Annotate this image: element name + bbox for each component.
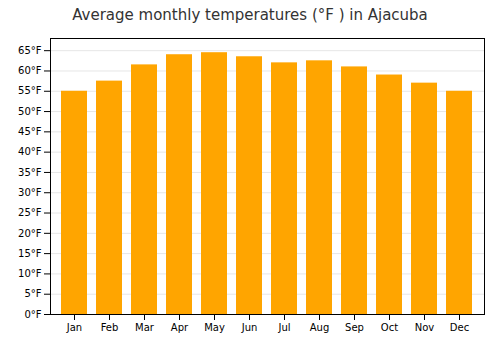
- svg-text:45°F: 45°F: [18, 126, 42, 137]
- svg-text:50°F: 50°F: [18, 106, 42, 117]
- svg-text:65°F: 65°F: [18, 45, 42, 56]
- svg-text:Feb: Feb: [101, 322, 119, 333]
- svg-text:Oct: Oct: [381, 322, 398, 333]
- svg-text:25°F: 25°F: [18, 207, 42, 218]
- svg-text:Jul: Jul: [277, 322, 290, 333]
- svg-text:10°F: 10°F: [18, 268, 42, 279]
- svg-text:15°F: 15°F: [18, 248, 42, 259]
- svg-text:Mar: Mar: [135, 322, 155, 333]
- svg-text:Jan: Jan: [66, 322, 82, 333]
- svg-text:20°F: 20°F: [18, 228, 42, 239]
- svg-text:May: May: [204, 322, 225, 333]
- svg-text:Jun: Jun: [241, 322, 258, 333]
- svg-text:5°F: 5°F: [24, 288, 41, 299]
- svg-text:60°F: 60°F: [18, 65, 42, 76]
- svg-text:Dec: Dec: [450, 322, 469, 333]
- svg-text:Nov: Nov: [415, 322, 435, 333]
- svg-text:Apr: Apr: [171, 322, 189, 333]
- svg-text:35°F: 35°F: [18, 167, 42, 178]
- svg-text:55°F: 55°F: [18, 85, 42, 96]
- svg-text:40°F: 40°F: [18, 146, 42, 157]
- svg-text:30°F: 30°F: [18, 187, 42, 198]
- svg-text:Aug: Aug: [310, 322, 330, 333]
- svg-text:0°F: 0°F: [24, 309, 41, 320]
- html-text:Average monthly temperatures (: Average monthly temperatures (°F ) in Aj…: [72, 6, 428, 24]
- svg-text:Sep: Sep: [345, 322, 364, 333]
